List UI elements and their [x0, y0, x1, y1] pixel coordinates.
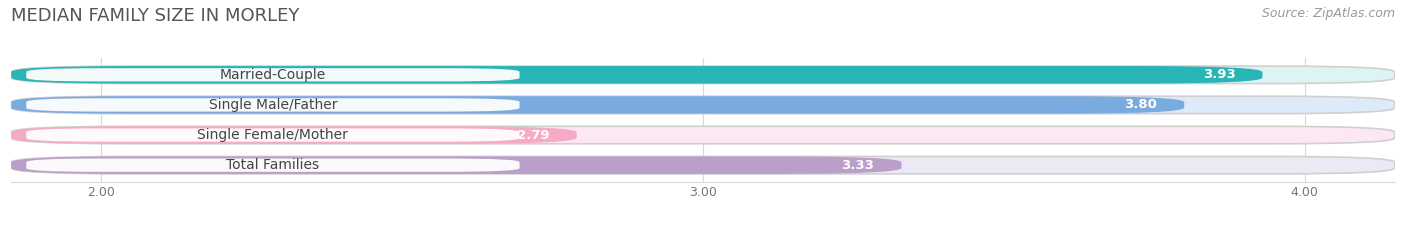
FancyBboxPatch shape	[11, 96, 1395, 114]
Text: Total Families: Total Families	[226, 158, 319, 172]
FancyBboxPatch shape	[11, 126, 1395, 144]
FancyBboxPatch shape	[11, 66, 1263, 84]
Text: MEDIAN FAMILY SIZE IN MORLEY: MEDIAN FAMILY SIZE IN MORLEY	[11, 7, 299, 25]
Text: 3.80: 3.80	[1125, 98, 1157, 111]
Text: Single Male/Father: Single Male/Father	[208, 98, 337, 112]
FancyBboxPatch shape	[27, 98, 520, 112]
FancyBboxPatch shape	[27, 128, 520, 142]
Text: 3.93: 3.93	[1202, 68, 1236, 81]
FancyBboxPatch shape	[11, 126, 576, 144]
Text: 3.33: 3.33	[842, 159, 875, 172]
FancyBboxPatch shape	[27, 158, 520, 172]
Text: Single Female/Mother: Single Female/Mother	[197, 128, 349, 142]
Text: Married-Couple: Married-Couple	[219, 68, 326, 82]
FancyBboxPatch shape	[11, 156, 1395, 174]
Text: Source: ZipAtlas.com: Source: ZipAtlas.com	[1261, 7, 1395, 20]
FancyBboxPatch shape	[11, 156, 901, 174]
Text: 2.79: 2.79	[517, 129, 550, 142]
FancyBboxPatch shape	[27, 68, 520, 82]
FancyBboxPatch shape	[11, 96, 1184, 114]
FancyBboxPatch shape	[11, 66, 1395, 84]
